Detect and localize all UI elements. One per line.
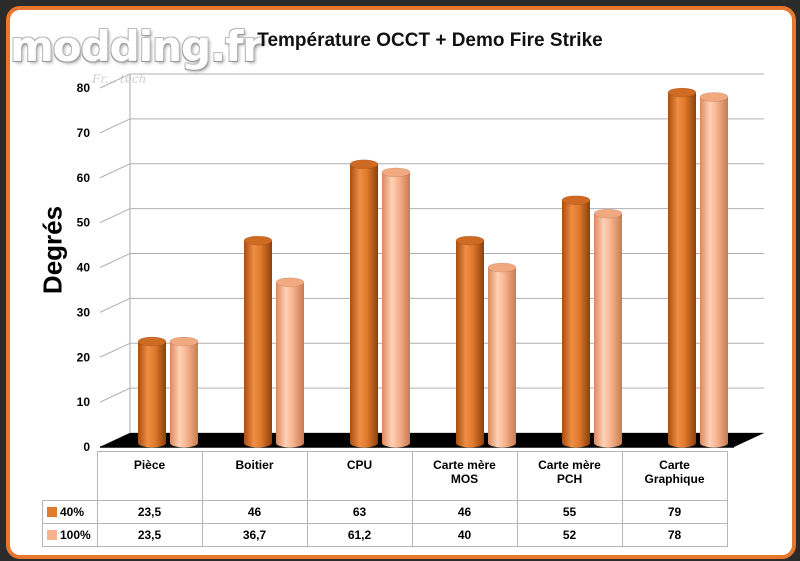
category-label: Pièce	[96, 451, 203, 501]
watermark-logo: modding.fr	[10, 22, 263, 71]
table-row: 100% 23,5 36,7 61,2 40 52 78	[42, 523, 728, 547]
data-label: 23,5	[96, 500, 203, 524]
y-tick-label: 20	[77, 350, 91, 364]
bar-body	[488, 267, 516, 443]
data-label: 61,2	[306, 523, 413, 547]
gridline	[99, 387, 764, 403]
bar-100pct-4	[593, 208, 623, 448]
bar-base	[700, 438, 728, 448]
y-tick-label: 40	[77, 261, 91, 275]
bar-base	[170, 438, 198, 448]
gridline	[99, 163, 764, 179]
bar-base	[350, 438, 378, 448]
bar-base	[488, 438, 516, 448]
data-label: 63	[306, 500, 413, 524]
bar-40pct-4	[561, 195, 591, 448]
chart-floor	[100, 433, 764, 447]
bar-base	[244, 438, 272, 448]
bar-100pct-2	[381, 167, 411, 448]
y-tick-label: 0	[83, 440, 90, 454]
bar-body	[350, 164, 378, 443]
data-label: 46	[411, 500, 518, 524]
bar-cap	[349, 159, 379, 170]
data-label: 36,7	[201, 523, 308, 547]
gridline	[99, 73, 764, 89]
bar-100pct-5	[699, 92, 729, 448]
y-tick-label: 70	[77, 126, 91, 140]
bar-body	[562, 200, 590, 443]
y-tick-label: 60	[77, 171, 91, 185]
bar-base	[456, 438, 484, 448]
bar-40pct-2	[349, 159, 379, 448]
bar-body	[382, 172, 410, 444]
bar-body	[244, 240, 272, 443]
category-label: CPU	[306, 451, 413, 501]
data-label: 40	[411, 523, 518, 547]
bar-body	[138, 341, 166, 443]
data-label: 78	[621, 523, 728, 547]
bar-cap	[455, 235, 485, 246]
bar-cap	[667, 87, 697, 98]
bar-40pct-0	[137, 336, 167, 448]
bar-cap	[275, 277, 305, 288]
legend-entry: 40%	[42, 500, 98, 524]
gridline	[99, 342, 764, 358]
bar-cap	[561, 195, 591, 205]
bar-cap	[487, 262, 517, 273]
data-label: 79	[621, 500, 728, 524]
bar-40pct-5	[667, 87, 697, 448]
bar-40pct-1	[243, 235, 273, 448]
chart-title: Température OCCT + Demo Fire Strike	[257, 30, 603, 51]
bar-body	[170, 341, 198, 443]
gridline	[99, 297, 764, 313]
category-label: Carte Graphique	[621, 451, 728, 501]
bar-40pct-3	[455, 235, 485, 448]
bar-body	[456, 240, 484, 443]
bar-cap	[137, 336, 167, 347]
table-row: 40% 23,5 46 63 46 55 79	[42, 500, 728, 524]
bar-cap	[243, 235, 273, 246]
data-label: 46	[201, 500, 308, 524]
bar-100pct-3	[487, 262, 517, 448]
bar-body	[594, 213, 622, 443]
bar-body	[276, 282, 304, 443]
data-table: Pièce Boitier CPU Carte mère MOS Carte mè…	[42, 451, 728, 547]
bar-base	[562, 438, 590, 448]
bar-cap	[169, 336, 199, 347]
bar-base	[668, 438, 696, 448]
legend-entry: 100%	[42, 523, 98, 547]
bar-base	[138, 438, 166, 448]
bar-body	[700, 96, 728, 443]
bar-base	[382, 438, 410, 448]
data-label: 55	[516, 500, 623, 524]
bar-100pct-1	[275, 277, 305, 448]
bar-base	[594, 438, 622, 448]
table-corner	[42, 451, 98, 501]
bar-cap	[381, 167, 411, 178]
y-tick-label: 80	[77, 81, 91, 95]
data-label: 52	[516, 523, 623, 547]
category-label: Boitier	[201, 451, 308, 501]
y-tick-label: 30	[77, 305, 91, 319]
category-label: Carte mère MOS	[411, 451, 518, 501]
y-tick-label: 10	[77, 395, 91, 409]
category-label: Carte mère PCH	[516, 451, 623, 501]
y-tick-label: 50	[77, 216, 91, 230]
gridline	[99, 208, 764, 224]
bar-body	[668, 92, 696, 444]
bar-100pct-0	[169, 336, 199, 448]
data-label: 23,5	[96, 523, 203, 547]
bar-cap	[593, 208, 623, 219]
gridline	[99, 118, 764, 134]
bar-base	[276, 438, 304, 448]
gridline	[99, 253, 764, 268]
bar-cap	[699, 92, 729, 102]
